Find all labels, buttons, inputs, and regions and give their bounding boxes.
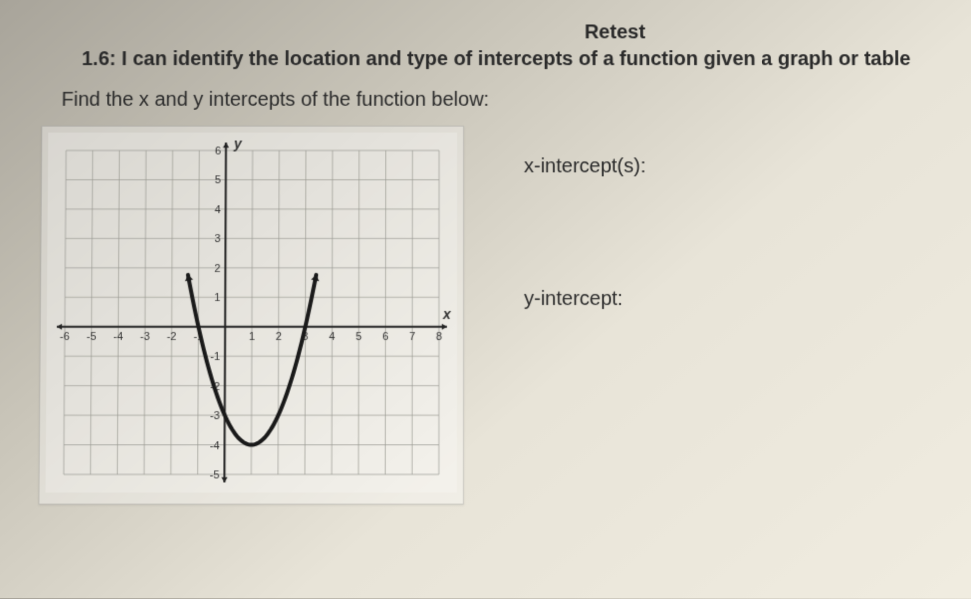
svg-text:7: 7: [409, 331, 415, 343]
answer-area: x-intercept(s): y-intercept:: [524, 126, 646, 311]
content-row: -6-5-4-3-2-112345678-5-4-3-2-1123456xy x…: [38, 126, 932, 505]
svg-text:2: 2: [275, 331, 281, 343]
svg-text:4: 4: [215, 204, 221, 216]
svg-text:-3: -3: [210, 410, 220, 422]
svg-text:-5: -5: [87, 331, 97, 343]
header-block: Retest 1.6: I can identify the location …: [41, 22, 929, 112]
svg-text:2: 2: [214, 263, 220, 275]
svg-text:4: 4: [329, 331, 335, 343]
svg-text:6: 6: [382, 331, 388, 343]
svg-text:1: 1: [214, 292, 220, 304]
svg-text:8: 8: [436, 331, 442, 343]
svg-text:-4: -4: [210, 440, 220, 452]
standard-text: 1.6: I can identify the location and typ…: [82, 48, 930, 71]
svg-text:-4: -4: [113, 331, 123, 343]
svg-text:y: y: [233, 136, 243, 152]
x-intercept-label: x-intercept(s):: [524, 155, 646, 178]
function-graph: -6-5-4-3-2-112345678-5-4-3-2-1123456xy: [46, 133, 458, 493]
chart-container: -6-5-4-3-2-112345678-5-4-3-2-1123456xy: [38, 126, 464, 505]
svg-text:-1: -1: [210, 351, 220, 363]
svg-text:6: 6: [215, 145, 221, 157]
svg-text:5: 5: [356, 331, 362, 343]
worksheet-page: Retest 1.6: I can identify the location …: [0, 2, 971, 525]
svg-text:x: x: [442, 306, 452, 322]
svg-text:-6: -6: [60, 331, 70, 343]
prompt-text: Find the x and y intercepts of the funct…: [61, 89, 929, 112]
y-intercept-label: y-intercept:: [524, 288, 646, 311]
svg-text:-5: -5: [210, 469, 220, 481]
svg-text:1: 1: [249, 331, 255, 343]
retest-label: Retest: [301, 22, 929, 45]
svg-text:-2: -2: [167, 331, 177, 343]
svg-text:5: 5: [215, 175, 221, 187]
svg-text:3: 3: [214, 233, 220, 245]
svg-text:-3: -3: [140, 331, 150, 343]
